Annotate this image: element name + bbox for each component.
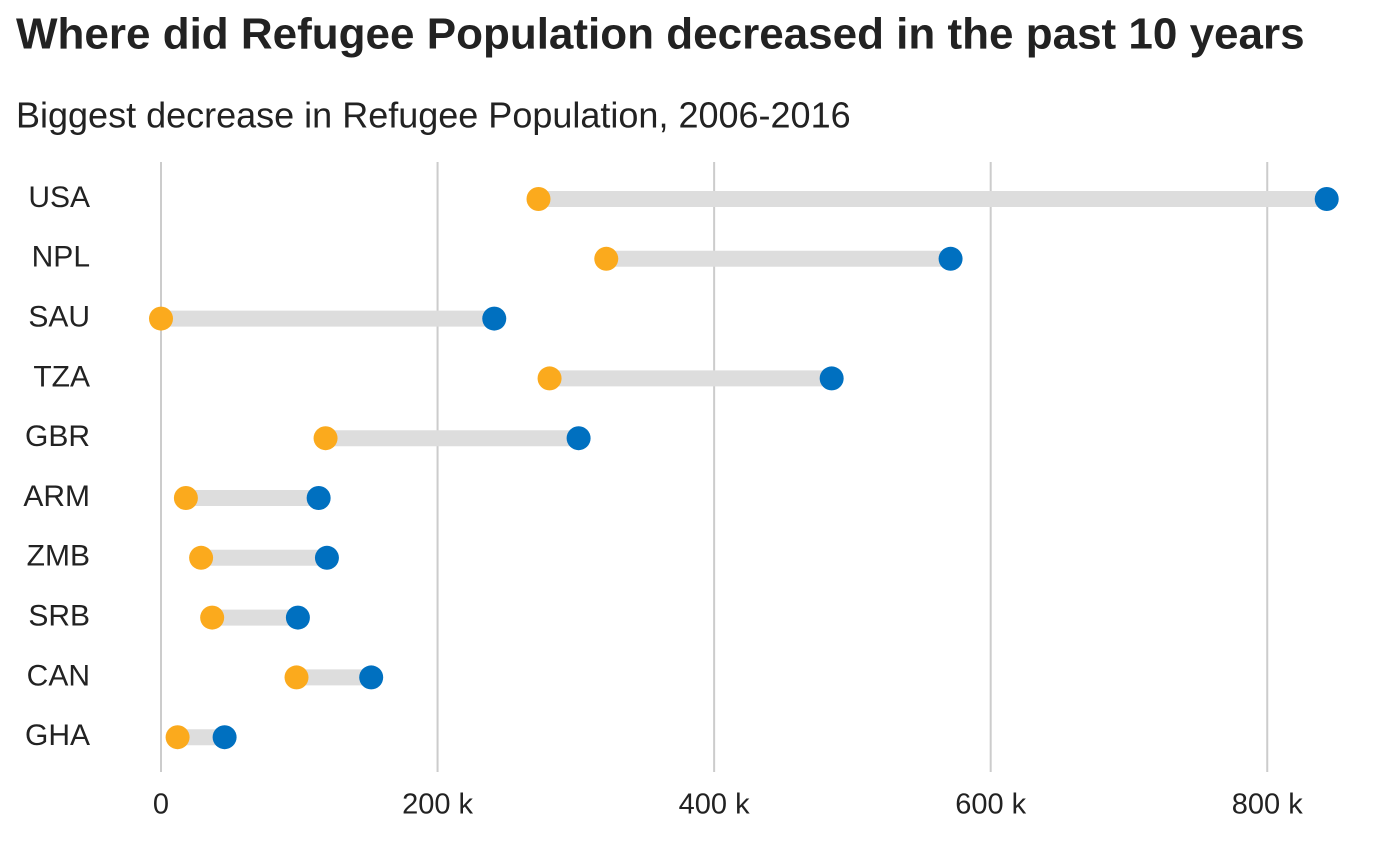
- dot: [938, 246, 963, 271]
- dot: [314, 545, 339, 570]
- dot: [306, 486, 331, 510]
- dot: [284, 665, 309, 690]
- x-tick-label: 200 k: [402, 789, 473, 821]
- chart-subtitle: Biggest decrease in Refugee Population, …: [16, 95, 851, 136]
- y-tick-label: GBR: [25, 420, 90, 453]
- dot: [285, 605, 310, 630]
- y-tick-label: NPL: [32, 241, 90, 274]
- y-tick-label: CAN: [27, 659, 90, 692]
- dot: [526, 187, 551, 211]
- dot: [212, 725, 237, 750]
- y-tick-label: TZA: [33, 360, 90, 393]
- dot: [819, 366, 844, 391]
- dot: [482, 306, 507, 331]
- y-tick-label: ARM: [23, 480, 90, 513]
- dot: [200, 605, 225, 630]
- dot: [173, 486, 198, 510]
- dot: [313, 426, 338, 451]
- y-tick-label: ZMB: [27, 540, 90, 573]
- y-tick-label: SAU: [28, 301, 90, 334]
- y-tick-label: USA: [28, 181, 90, 214]
- dot: [165, 725, 190, 750]
- dot: [149, 306, 173, 331]
- y-tick-label: SRB: [28, 600, 90, 633]
- dot: [537, 366, 562, 391]
- dot: [594, 246, 619, 271]
- x-tick-label: 0: [153, 789, 169, 821]
- x-tick-label: 800 k: [1232, 789, 1303, 821]
- dot: [1314, 187, 1339, 211]
- x-tick-label: 400 k: [679, 789, 750, 821]
- chart-title: Where did Refugee Population decreased i…: [16, 10, 1305, 59]
- dot: [189, 545, 214, 570]
- y-tick-label: GHA: [25, 719, 90, 752]
- dot: [566, 426, 591, 451]
- dot: [359, 665, 384, 690]
- x-tick-label: 600 k: [955, 789, 1026, 821]
